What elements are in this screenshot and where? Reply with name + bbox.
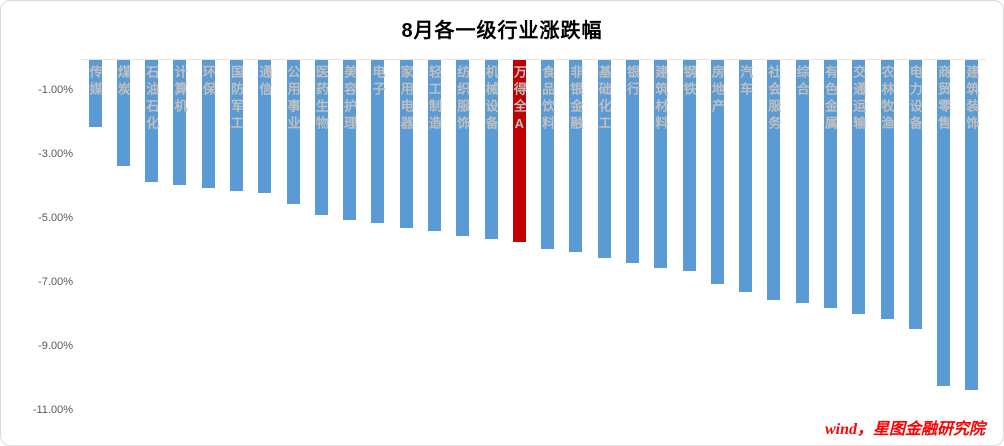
- bar-cell: 有色金属: [816, 60, 844, 412]
- bar-cell: 环保: [194, 60, 222, 412]
- bar-cell: 综合: [788, 60, 816, 412]
- y-axis-tick-label: -9.00%: [38, 340, 73, 352]
- bar-cell: 万得全A: [505, 60, 533, 412]
- bar-cell: 房地产: [703, 60, 731, 412]
- y-axis-tick-label: -5.00%: [38, 212, 73, 224]
- bar: [739, 60, 753, 292]
- bar-cell: 通信: [251, 60, 279, 412]
- bar-cell: 交通运输: [845, 60, 873, 412]
- bar: [201, 60, 215, 188]
- bar-cell: 建筑材料: [647, 60, 675, 412]
- bar-cell: 公用事业: [279, 60, 307, 412]
- bar-cell: 医药生物: [307, 60, 335, 412]
- bar-highlight: [512, 60, 526, 243]
- bar-cell: 纺织服饰: [449, 60, 477, 412]
- bar: [682, 60, 696, 272]
- bar-cell: 美容护理: [336, 60, 364, 412]
- bar: [116, 60, 130, 166]
- bar-cell: 农林牧渔: [873, 60, 901, 412]
- bar: [484, 60, 498, 240]
- bar: [852, 60, 866, 315]
- bar-cell: 银行: [618, 60, 646, 412]
- bar: [823, 60, 837, 308]
- bar-cell: 电力设备: [901, 60, 929, 412]
- bar-cell: 钢铁: [675, 60, 703, 412]
- bar: [965, 60, 979, 390]
- bar-cell: 非银金融: [562, 60, 590, 412]
- bar: [173, 60, 187, 185]
- bar: [286, 60, 300, 204]
- plot-area: 传媒 煤炭 石油石化 计算机 环保 国防军工 通信 公用事业 医药生物 美容护理 电子 家用电器 轻工制…: [81, 59, 986, 412]
- bar: [880, 60, 894, 320]
- y-axis-tick-label: -1.00%: [38, 84, 73, 96]
- bar-cell: 建筑装饰: [958, 60, 986, 412]
- bar: [569, 60, 583, 252]
- bar: [937, 60, 951, 387]
- bar: [597, 60, 611, 259]
- bar: [88, 60, 102, 128]
- chart-title: 8月各一级行业涨跌幅: [401, 20, 603, 42]
- bar: [314, 60, 328, 216]
- bar: [258, 60, 272, 193]
- bar-cell: 汽车: [731, 60, 759, 412]
- bar: [908, 60, 922, 329]
- bar: [767, 60, 781, 300]
- bar-cell: 机械设备: [477, 60, 505, 412]
- bar-cell: 煤炭: [109, 60, 137, 412]
- bar: [654, 60, 668, 268]
- bar: [795, 60, 809, 304]
- source-note: wind，星图金融研究院: [824, 421, 985, 438]
- bar-cell: 基础化工: [590, 60, 618, 412]
- bar: [541, 60, 555, 249]
- bar: [145, 60, 159, 182]
- bar-cell: 传媒: [81, 60, 109, 412]
- bar-cell: 计算机: [166, 60, 194, 412]
- bar: [456, 60, 470, 236]
- bar-cell: 国防军工: [222, 60, 250, 412]
- bar-cell: 社会服务: [760, 60, 788, 412]
- y-axis-tick-label: -11.00%: [32, 404, 73, 416]
- bar: [428, 60, 442, 232]
- y-axis-tick-label: -3.00%: [38, 148, 73, 160]
- bar-cell: 食品饮料: [534, 60, 562, 412]
- bar: [625, 60, 639, 264]
- bar: [371, 60, 385, 224]
- bar-cell: 商贸零售: [929, 60, 957, 412]
- bar-cell: 电子: [364, 60, 392, 412]
- bar: [343, 60, 357, 220]
- y-axis: -1.00% -3.00% -5.00% -7.00% -9.00% -11.00%: [1, 59, 73, 416]
- bar: [230, 60, 244, 192]
- bar-cell: 轻工制造: [420, 60, 448, 412]
- bar-cell: 家用电器: [392, 60, 420, 412]
- bar: [710, 60, 724, 284]
- y-axis-tick-label: -7.00%: [38, 276, 73, 288]
- bar-cell: 石油石化: [138, 60, 166, 412]
- bar: [399, 60, 413, 228]
